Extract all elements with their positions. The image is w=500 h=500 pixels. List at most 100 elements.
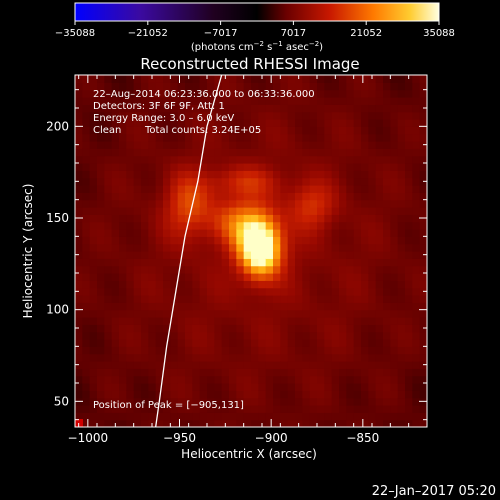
heatmap-cell <box>177 163 186 171</box>
heatmap-cell <box>258 104 267 113</box>
heatmap-cell <box>273 221 281 230</box>
heatmap-cell <box>192 412 201 421</box>
heatmap-cell <box>368 397 377 406</box>
heatmap-cell <box>309 207 318 215</box>
heatmap-cell <box>185 148 193 157</box>
heatmap-cell <box>89 170 98 179</box>
heatmap-cell <box>251 346 259 355</box>
heatmap-cell <box>280 185 289 193</box>
heatmap-cell <box>148 258 157 267</box>
heatmap-cell <box>236 309 245 318</box>
heatmap-cell <box>280 177 289 186</box>
heatmap-cell <box>375 185 384 193</box>
heatmap-cell <box>309 295 318 303</box>
heatmap-cell <box>412 287 421 296</box>
heatmap-cell <box>207 302 215 311</box>
heatmap-cell <box>317 353 325 362</box>
heatmap-cell <box>148 353 157 362</box>
heatmap-cell <box>419 309 427 318</box>
heatmap-cell <box>331 317 340 325</box>
heatmap-cell <box>309 258 318 267</box>
heatmap-cell <box>251 273 259 281</box>
heatmap-cell <box>287 97 296 105</box>
heatmap-cell <box>405 133 413 142</box>
heatmap-cell <box>111 82 120 91</box>
heatmap-cell <box>82 375 91 384</box>
heatmap-cell <box>229 229 237 237</box>
heatmap-cell <box>251 185 259 193</box>
heatmap-cell <box>163 390 171 399</box>
heatmap-cell <box>390 258 399 267</box>
heatmap-cell <box>97 412 105 421</box>
heatmap-cell <box>133 214 142 223</box>
heatmap-cell <box>353 221 362 230</box>
heatmap-cell <box>273 163 281 171</box>
heatmap-cell <box>295 119 303 127</box>
heatmap-cell <box>390 185 399 193</box>
heatmap-cell <box>104 383 113 391</box>
heatmap-cell <box>375 111 384 120</box>
heatmap-cell <box>82 111 91 120</box>
heatmap-cell <box>251 383 259 391</box>
heatmap-cell <box>229 412 237 421</box>
heatmap-cell <box>155 155 164 164</box>
heatmap-cell <box>295 111 303 120</box>
heatmap-cell <box>170 390 179 399</box>
heatmap-cell <box>199 111 208 120</box>
heatmap-cell <box>155 309 164 318</box>
heatmap-cell <box>405 405 413 413</box>
heatmap-cell <box>82 419 91 427</box>
heatmap-cell <box>119 273 127 281</box>
heatmap-cell <box>251 155 259 164</box>
heatmap-cell <box>141 243 149 252</box>
heatmap-cell <box>170 331 179 340</box>
heatmap-cell <box>192 221 201 230</box>
heatmap-cell <box>141 236 149 245</box>
heatmap-cell <box>104 192 113 201</box>
heatmap-cell <box>214 89 223 98</box>
heatmap-cell <box>243 148 252 157</box>
heatmap-cell <box>119 214 127 223</box>
heatmap-cell <box>82 243 91 252</box>
heatmap-cell <box>324 163 333 171</box>
heatmap-cell <box>302 229 311 237</box>
heatmap-cell <box>324 133 333 142</box>
heatmap-cell <box>405 302 413 311</box>
heatmap-cell <box>236 273 245 281</box>
heatmap-cell <box>170 258 179 267</box>
heatmap-cell <box>302 185 311 193</box>
heatmap-cell <box>170 155 179 164</box>
heatmap-cell <box>383 243 391 252</box>
heatmap-cell <box>353 170 362 179</box>
heatmap-cell <box>339 265 347 274</box>
observation-info: 22–Aug–2014 06:23:36.000 to 06:33:36.000… <box>93 89 315 411</box>
heatmap-cell <box>104 280 113 289</box>
heatmap-cell <box>309 243 318 252</box>
heatmap-cell <box>185 192 193 201</box>
heatmap-cell <box>97 185 105 193</box>
heatmap-cell <box>243 397 252 406</box>
heatmap-cell <box>368 375 377 384</box>
heatmap-cell <box>258 295 267 303</box>
heatmap-cell <box>397 104 406 113</box>
heatmap-cell <box>397 324 406 333</box>
heatmap-cell <box>236 89 245 98</box>
heatmap-cell <box>331 295 340 303</box>
heatmap-cell <box>155 339 164 347</box>
x-tick-label: −850 <box>346 431 379 445</box>
heatmap-cell <box>126 331 135 340</box>
heatmap-cell <box>111 199 120 208</box>
heatmap-cell <box>177 243 186 252</box>
heatmap-cell <box>265 375 274 384</box>
heatmap-cell <box>192 104 201 113</box>
heatmap-cell <box>368 295 377 303</box>
heatmap-cell <box>214 229 223 237</box>
heatmap-cell <box>346 97 355 105</box>
heatmap-cell <box>133 390 142 399</box>
heatmap-cell <box>339 207 347 215</box>
heatmap-cell <box>383 251 391 259</box>
heatmap-cell <box>368 192 377 201</box>
heatmap-cell <box>361 141 369 149</box>
heatmap-cell <box>207 353 215 362</box>
heatmap-cell <box>368 280 377 289</box>
